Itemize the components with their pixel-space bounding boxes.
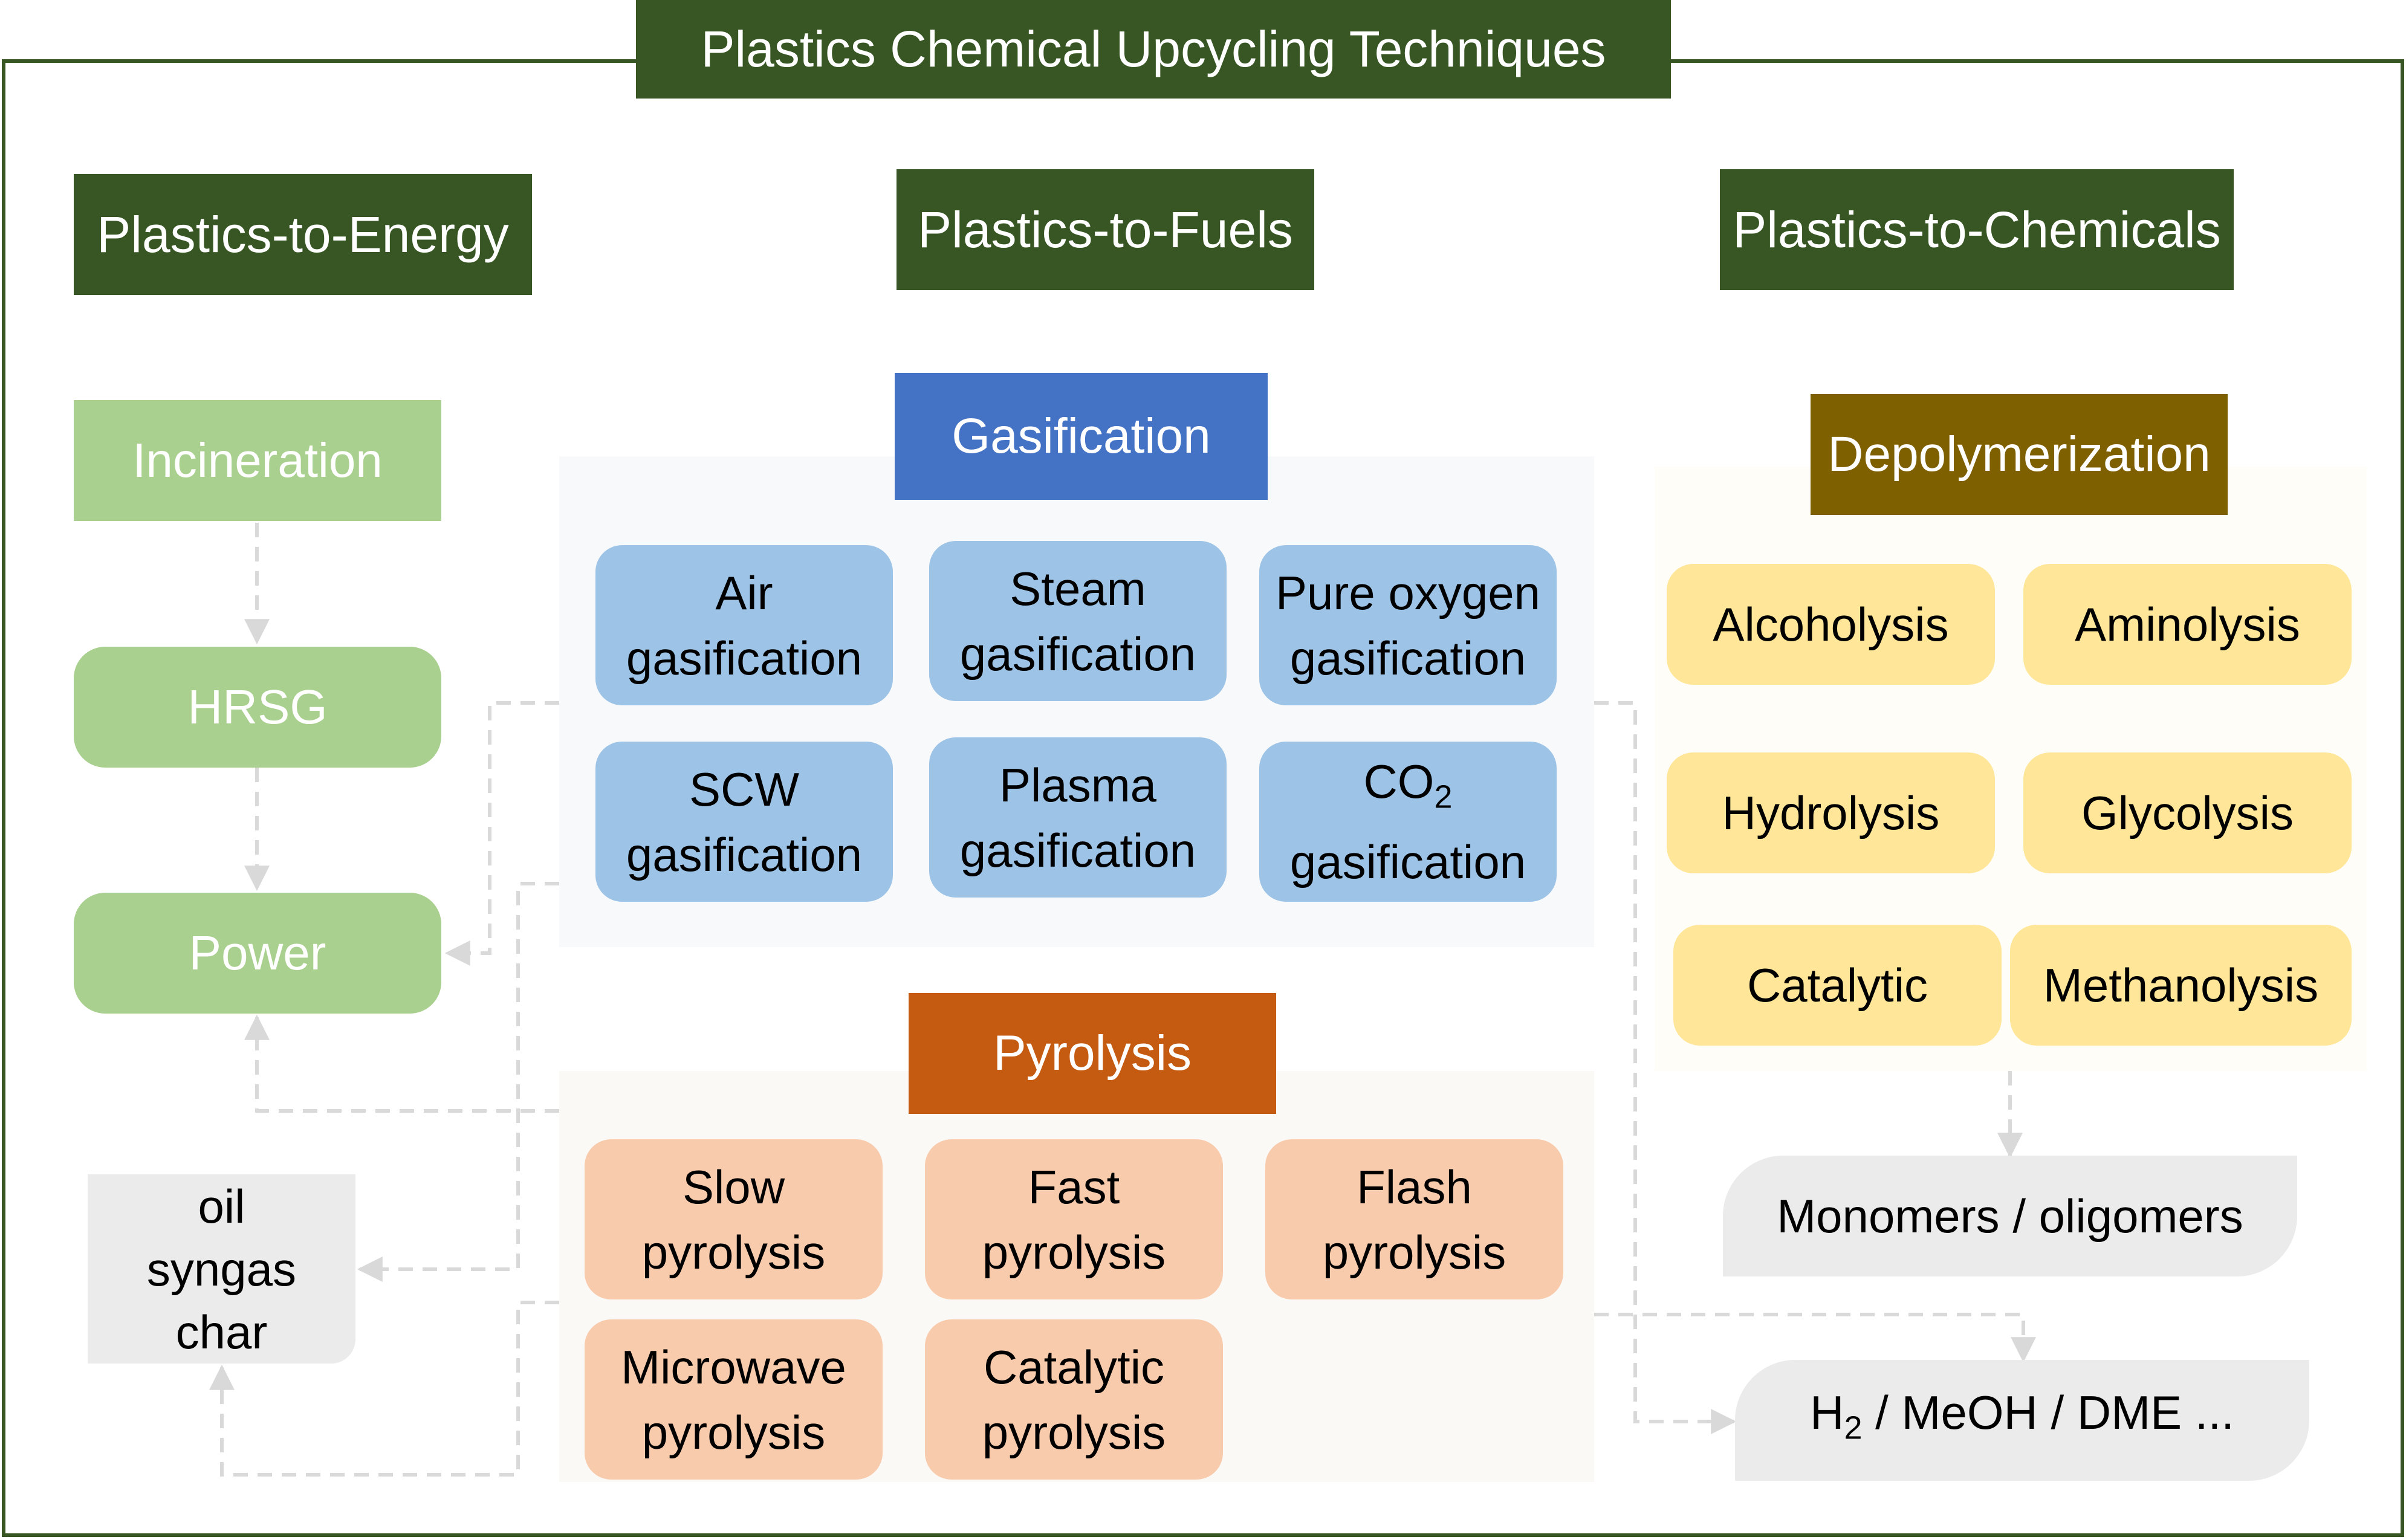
column-header-energy: Plastics-to-Energy [74,174,532,295]
product-oil: oil [198,1179,245,1233]
aminolysis-box: Aminolysis [2023,564,2352,685]
item-line: gasification [1289,631,1526,685]
catalytic-depolymerization-box: Catalytic [1673,925,2002,1046]
co2-gasification-box: CO2 gasification [1259,742,1557,902]
item-line: gasification [1289,835,1526,889]
pyrolysis-to-power-arrow [244,1014,559,1113]
depolymerization-header: Depolymerization [1811,394,2228,515]
flash-pyrolysis-box: Flash pyrolysis [1265,1139,1563,1299]
item-line: CO2 [1363,749,1452,830]
pyrolysis-to-h2-arrow [1594,1313,2036,1363]
hrsg-box: HRSG [74,647,441,768]
gasification-header: Gasification [895,373,1268,500]
item-line: Steam [1010,561,1146,615]
meoh-dme-text: / MeOH / DME ... [1862,1386,2234,1440]
item-line: Pure oxygen [1276,566,1540,620]
item-line: SCW [689,762,799,816]
methanolysis-box: Methanolysis [2010,925,2352,1046]
item-line: Flash [1357,1160,1472,1214]
plasma-gasification-box: Plasma gasification [929,737,1227,898]
gasification-to-h2-arrow [1594,701,1737,1434]
item-line: gasification [626,827,863,881]
incineration-box: Incineration [74,400,441,521]
hydrolysis-box: Hydrolysis [1667,752,1995,873]
diagram-title: Plastics Chemical Upcycling Techniques [636,0,1671,99]
h-text: H [1810,1386,1844,1440]
h2-meoh-dme-box: H2 / MeOH / DME ... [1735,1360,2309,1481]
alcoholysis-box: Alcoholysis [1667,564,1995,685]
pyrolysis-to-products-arrow [209,1301,559,1477]
air-gasification-box: Air gasification [595,545,893,705]
column-header-chemicals: Plastics-to-Chemicals [1720,169,2234,290]
steam-gasification-box: Steam gasification [929,541,1227,701]
product-char: char [175,1305,268,1359]
catalytic-pyrolysis-box: Catalytic pyrolysis [925,1319,1223,1480]
fast-pyrolysis-box: Fast pyrolysis [925,1139,1223,1299]
item-line: Fast [1028,1160,1120,1214]
column-header-fuels: Plastics-to-Fuels [897,169,1314,290]
pure-oxygen-gasification-box: Pure oxygen gasification [1259,545,1557,705]
scw-gasification-box: SCW gasification [595,742,893,902]
item-line: pyrolysis [641,1405,826,1459]
glycolysis-box: Glycolysis [2023,752,2352,873]
item-line: Air [715,566,773,620]
microwave-pyrolysis-box: Microwave pyrolysis [585,1319,883,1480]
item-line: gasification [626,631,863,685]
item-line: gasification [959,627,1196,681]
gasification-to-power-arrow [444,701,559,966]
item-line: Plasma [999,758,1157,812]
item-line: pyrolysis [1322,1225,1506,1279]
co-text: CO [1363,754,1435,808]
pyrolysis-header: Pyrolysis [909,993,1276,1114]
item-line: pyrolysis [982,1405,1166,1459]
subscript-2: 2 [1844,1409,1863,1446]
power-box: Power [74,893,441,1014]
oil-syngas-char-box: oil syngas char [88,1174,355,1364]
item-line: Catalytic [983,1340,1165,1394]
item-line: Microwave [621,1340,846,1394]
product-syngas: syngas [146,1242,297,1296]
slow-pyrolysis-box: Slow pyrolysis [585,1139,883,1299]
item-line: gasification [959,823,1196,877]
item-line: Slow [682,1160,785,1214]
item-line: pyrolysis [641,1225,826,1279]
h2-meoh-dme-label: H2 / MeOH / DME ... [1810,1380,2234,1461]
monomers-oligomers-box: Monomers / oligomers [1723,1156,2297,1276]
item-line: pyrolysis [982,1225,1166,1279]
subscript-2: 2 [1434,778,1453,815]
